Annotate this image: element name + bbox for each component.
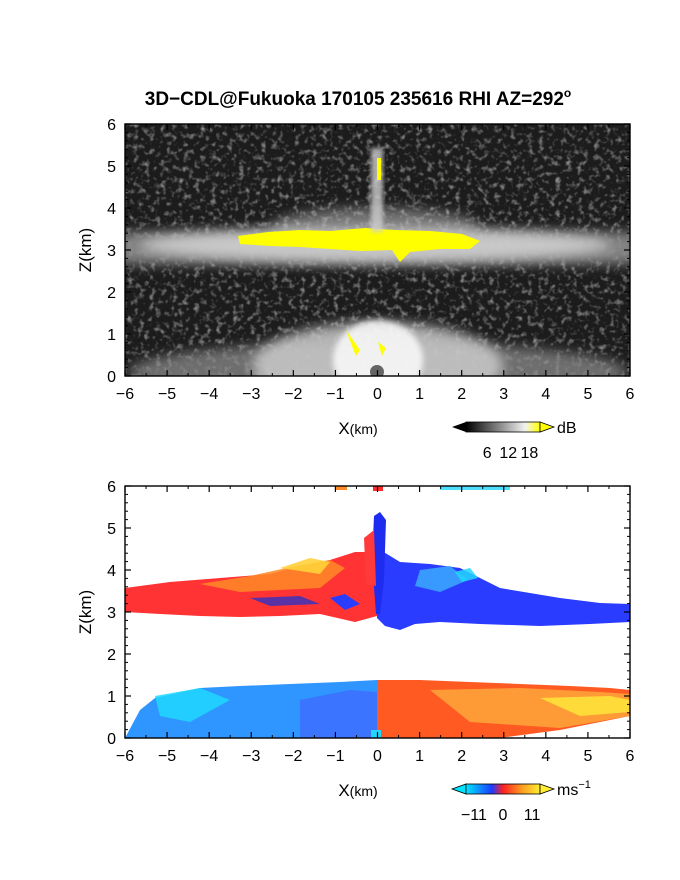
x-tick-label: −5 bbox=[158, 748, 176, 765]
x-tick-label: 5 bbox=[583, 386, 592, 403]
velocity-y-axis-label: Z(km) bbox=[76, 590, 95, 634]
reflectivity-high-intensity-band bbox=[238, 228, 480, 262]
x-tick-label: 0 bbox=[373, 748, 382, 765]
x-tick-label: −4 bbox=[200, 748, 218, 765]
y-tick-label: 3 bbox=[107, 243, 116, 260]
x-tick-label: −3 bbox=[242, 748, 260, 765]
y-tick-label: 1 bbox=[107, 327, 116, 344]
x-tick-label: −6 bbox=[116, 386, 134, 403]
velocity-vertical-plume bbox=[372, 512, 386, 614]
y-tick-label: 4 bbox=[107, 201, 116, 218]
x-tick-label: 3 bbox=[499, 748, 508, 765]
y-tick-label: 2 bbox=[107, 285, 116, 302]
y-tick-label: 3 bbox=[107, 605, 116, 622]
colorbar-tick-label: −11 bbox=[461, 807, 487, 824]
x-tick-label: 2 bbox=[457, 748, 466, 765]
x-tick-label: 0 bbox=[373, 386, 382, 403]
colorbar-tick-label: 6 bbox=[483, 445, 492, 462]
y-tick-label: 0 bbox=[107, 731, 116, 748]
x-tick-label: 1 bbox=[415, 386, 424, 403]
x-tick-label: −5 bbox=[158, 386, 176, 403]
x-tick-label: 6 bbox=[626, 748, 635, 765]
y-tick-label: 5 bbox=[107, 521, 116, 538]
reflectivity-colorbar: 6 12 18 dB bbox=[452, 420, 577, 462]
reflectivity-x-axis-label: X(km) bbox=[338, 419, 377, 438]
x-tick-label: −4 bbox=[200, 386, 218, 403]
reflectivity-colorbar-unit: dB bbox=[557, 420, 577, 437]
reflectivity-ticks: −6 −5 −4 −3 −2 −1 0 1 2 3 4 5 6 0 1 2 3 4 5 6 bbox=[107, 117, 634, 403]
y-tick-label: 2 bbox=[107, 647, 116, 664]
velocity-colorbar: −11 0 11 ms−1 bbox=[450, 779, 591, 824]
x-tick-label: −1 bbox=[326, 748, 344, 765]
x-tick-label: 2 bbox=[457, 386, 466, 403]
x-tick-label: −6 bbox=[116, 748, 134, 765]
velocity-field bbox=[125, 486, 630, 738]
reflectivity-field bbox=[125, 124, 630, 376]
x-tick-label: 6 bbox=[626, 386, 635, 403]
y-tick-label: 5 bbox=[107, 159, 116, 176]
x-tick-label: −3 bbox=[242, 386, 260, 403]
x-tick-label: −2 bbox=[284, 386, 302, 403]
y-tick-label: 4 bbox=[107, 563, 116, 580]
x-tick-label: −1 bbox=[326, 386, 344, 403]
y-tick-label: 6 bbox=[107, 479, 116, 496]
x-tick-label: 1 bbox=[415, 748, 424, 765]
colorbar-tick-label: 12 bbox=[499, 445, 517, 462]
colorbar-tick-label: 0 bbox=[499, 807, 508, 824]
velocity-ticks: −6 −5 −4 −3 −2 −1 0 1 2 3 4 5 6 0 1 2 3 4 5 6 bbox=[107, 479, 634, 765]
x-tick-label: 4 bbox=[541, 386, 550, 403]
y-tick-label: 0 bbox=[107, 369, 116, 386]
velocity-colorbar-unit: ms−1 bbox=[557, 779, 591, 799]
x-tick-label: 3 bbox=[499, 386, 508, 403]
x-tick-label: 4 bbox=[541, 748, 550, 765]
y-tick-label: 6 bbox=[107, 117, 116, 134]
velocity-x-axis-label: X(km) bbox=[338, 781, 377, 800]
reflectivity-y-axis-label: Z(km) bbox=[76, 228, 95, 272]
colorbar-tick-label: 18 bbox=[521, 445, 539, 462]
x-tick-label: −2 bbox=[284, 748, 302, 765]
colorbar-tick-label: 11 bbox=[524, 807, 541, 824]
chart-title: 3D−CDL@Fukuoka 170105 235616 RHI AZ=292o bbox=[145, 86, 572, 110]
x-tick-label: 5 bbox=[583, 748, 592, 765]
velocity-panel: −6 −5 −4 −3 −2 −1 0 1 2 3 4 5 6 0 1 2 3 4 5 6 X(km) Z(km) −… bbox=[76, 479, 635, 824]
y-tick-label: 1 bbox=[107, 689, 116, 706]
